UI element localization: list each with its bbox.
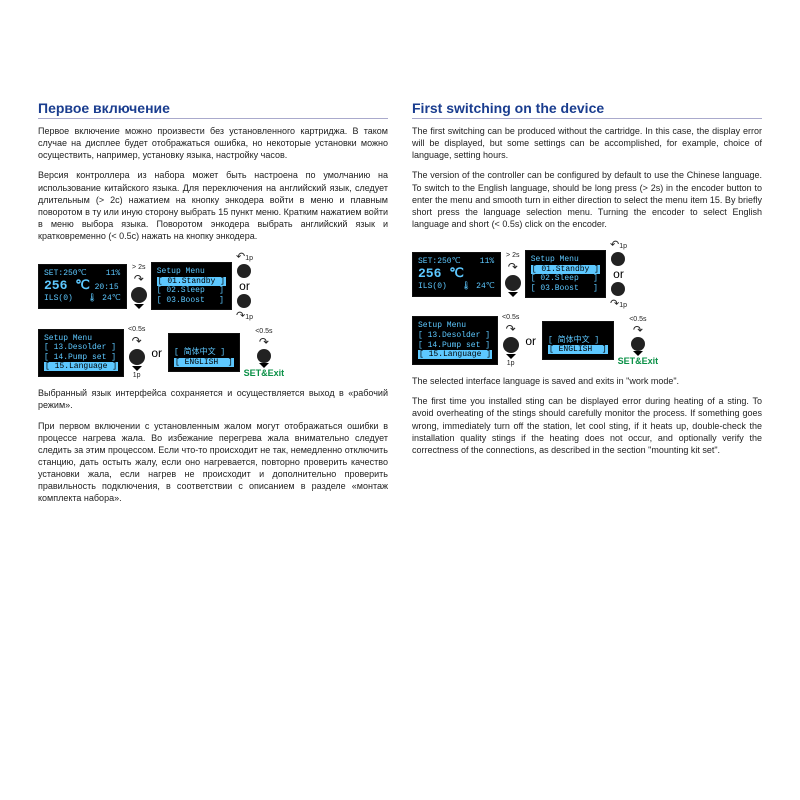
knob-longpress-en: > 2s ↷ (505, 252, 521, 297)
lcd-main: SET:250℃ 11% 256 ℃ 20:15 ILS(0) 🌡 24℃ (38, 264, 127, 309)
fig-row-2: Setup Menu [ 13.Desolder ] [ 14.Pump set… (38, 326, 388, 379)
fig-row-1: SET:250℃ 11% 256 ℃ 20:15 ILS(0) 🌡 24℃ > … (38, 250, 388, 322)
column-russian: Первое включение Первое включение можно … (38, 100, 388, 760)
knob-setexit-en: <0.5s ↷ SET&Exit (618, 316, 659, 366)
lcd-language-en: [ 简体中文 ] [ ENGLISH ] (542, 321, 614, 360)
lcd-menu-bottom-en: Setup Menu [ 13.Desolder ] [ 14.Pump set… (412, 316, 498, 364)
para-en-2: The version of the controller can be con… (412, 169, 762, 230)
or-label: or (149, 346, 164, 360)
para-ru-3: Выбранный язык интерфейса сохраняется и … (38, 387, 388, 411)
fig-en-row-1: SET:250℃ 11% 256 ℃ ILS(0) 🌡 24℃ > 2s ↷ S… (412, 238, 762, 310)
figure-ru: SET:250℃ 11% 256 ℃ 20:15 ILS(0) 🌡 24℃ > … (38, 250, 388, 379)
column-english: First switching on the device The first … (412, 100, 762, 760)
para-en-3: The selected interface language is saved… (412, 375, 762, 387)
figure-en: SET:250℃ 11% 256 ℃ ILS(0) 🌡 24℃ > 2s ↷ S… (412, 238, 762, 367)
knob-setexit: <0.5s ↷ SET&Exit (244, 328, 285, 378)
para-ru-2: Версия контроллера из набора может быть … (38, 169, 388, 242)
para-en-1: The first switching can be produced with… (412, 125, 762, 161)
lcd-menu-top-en: Setup Menu [ 01.Standby ] [ 02.Sleep ] [… (525, 250, 606, 298)
knob-rotate-or-en: ↶1p or ↷1p (610, 238, 627, 310)
lcd-language: [ 简体中文 ] [ ENGLISH ] (168, 333, 240, 372)
fig-en-row-2: Setup Menu [ 13.Desolder ] [ 14.Pump set… (412, 314, 762, 367)
para-ru-4: При первом включении с установленным жал… (38, 420, 388, 505)
knob-shortpress-en: <0.5s ↷ 1p (502, 314, 519, 367)
knob-shortpress-1: <0.5s ↷ 1p (128, 326, 145, 379)
para-ru-1: Первое включение можно произвести без ус… (38, 125, 388, 161)
lcd-menu-top: Setup Menu [ 01.Standby ] [ 02.Sleep ] [… (151, 262, 232, 310)
knob-rotate-or: ↶1p or ↷1p (236, 250, 253, 322)
or-label-en: or (523, 334, 538, 348)
knob-longpress: > 2s ↷ (131, 264, 147, 309)
heading-en: First switching on the device (412, 100, 762, 119)
lcd-menu-bottom: Setup Menu [ 13.Desolder ] [ 14.Pump set… (38, 329, 124, 377)
heading-ru: Первое включение (38, 100, 388, 119)
lcd-main-en: SET:250℃ 11% 256 ℃ ILS(0) 🌡 24℃ (412, 252, 501, 297)
para-en-4: The first time you installed sting can b… (412, 395, 762, 456)
